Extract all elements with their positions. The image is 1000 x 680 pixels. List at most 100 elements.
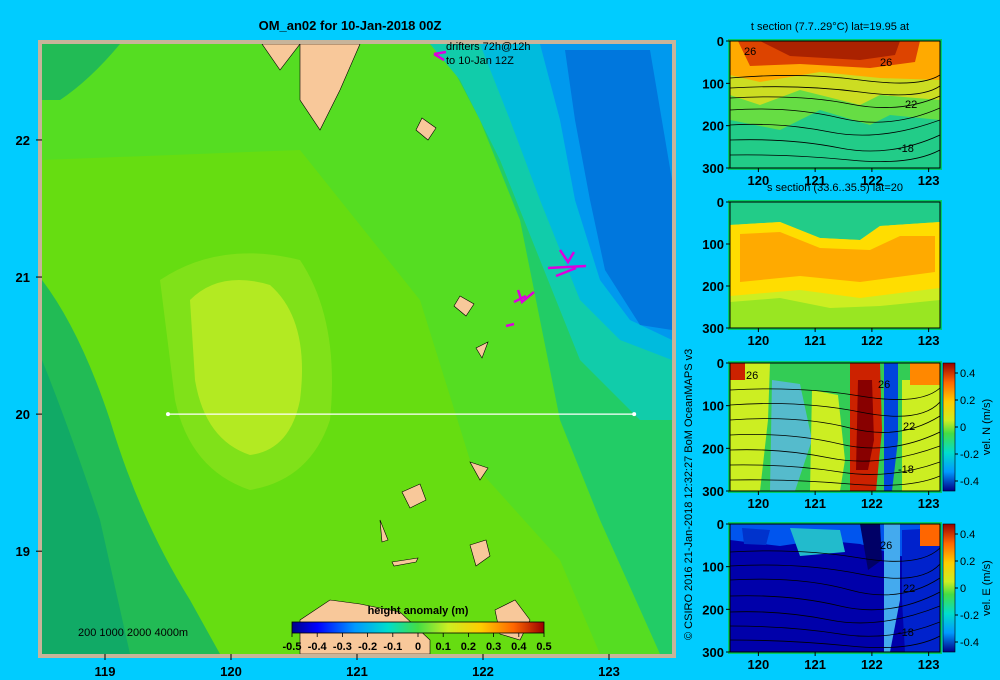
map-y-tick-label: 22	[16, 133, 30, 148]
colorbar-tick-label: -0.1	[383, 641, 402, 653]
panel-x-tick-label: 122	[861, 496, 883, 511]
panel-x-tick-label: 122	[861, 333, 883, 348]
vel-n-colorbar-label: vel. N (m/s)	[981, 399, 993, 455]
panel-x-tick-label: 120	[748, 173, 770, 188]
t-section-axes: 120 121 122 123 0 100 200 300	[702, 34, 941, 188]
vel-colorbar-tick-label: 0.4	[960, 529, 975, 541]
panel-x-tick-label: 121	[804, 657, 826, 672]
panel-y-tick-label: 200	[702, 602, 724, 617]
section-start-point	[166, 412, 170, 417]
panel-y-tick-label: 200	[702, 119, 724, 134]
ve-contour-label-3: -18	[898, 627, 914, 639]
panel-x-tick-label: 120	[748, 657, 770, 672]
ve-contour-label-1: 26	[880, 540, 892, 552]
panel-x-tick-label: 121	[804, 333, 826, 348]
panel-y-tick-label: 0	[717, 356, 724, 371]
vn-contour-label-2: 26	[878, 379, 890, 391]
map-x-tick-label: 122	[472, 664, 494, 679]
map-y-tick-label: 21	[16, 270, 30, 285]
colorbar-tick-label: -0.3	[333, 641, 352, 653]
map-title: OM_an02 for 10-Jan-2018 00Z	[259, 18, 442, 33]
vel-colorbar-tick-label: -0.4	[960, 637, 979, 649]
panel-y-tick-label: 100	[702, 399, 724, 414]
colorbar-tick-label: 0.1	[436, 641, 451, 653]
panel-x-tick-label: 120	[748, 496, 770, 511]
map-y-tick-label: 20	[16, 407, 30, 422]
panel-x-tick-label: 123	[918, 496, 940, 511]
t-contour-label-3: 22	[905, 99, 917, 111]
panel-y-tick-label: 100	[702, 76, 724, 91]
t-contour-label-2: 26	[880, 57, 892, 69]
vel-e-colorbar-ticks: 0.4 0.2 0 -0.2 -0.4	[955, 529, 979, 649]
vel-colorbar-tick-label: -0.4	[960, 476, 979, 488]
colorbar-tick-label: 0.3	[486, 641, 501, 653]
colorbar-tick-label: 0.4	[511, 641, 527, 653]
panel-x-tick-label: 123	[918, 657, 940, 672]
colorbar-tick-label: -0.4	[308, 641, 328, 653]
section-end-point	[632, 412, 637, 417]
colorbar-tick-label: -0.2	[358, 641, 377, 653]
ve-contour-label-2: 22	[903, 583, 915, 595]
panel-x-tick-label: 121	[804, 173, 826, 188]
vel-colorbar-tick-label: 0	[960, 583, 966, 595]
panel-y-tick-label: 0	[717, 195, 724, 210]
panel-border	[729, 40, 941, 169]
vn-contour-label-4: -18	[898, 464, 914, 476]
drifter-note-line-2: to 10-Jan 12Z	[446, 55, 514, 67]
vel-colorbar-tick-label: -0.2	[960, 449, 979, 461]
colorbar-tick-label: -0.5	[283, 641, 302, 653]
vn-contour-label-3: 22	[903, 421, 915, 433]
map-x-tick-label: 120	[220, 664, 242, 679]
colorbar-ticks: -0.5 -0.4 -0.3 -0.2 -0.1 0 0.1 0.2 0.3 0.4 0.5	[283, 633, 552, 653]
t-section-title: t section (7.7..29°C) lat=19.95 at	[751, 21, 909, 33]
map-y-axis: 22 21 20 19	[16, 133, 42, 559]
map-x-tick-label: 121	[346, 664, 368, 679]
vel-e-axes: 120 121 122 123 0 100 200 300	[702, 517, 941, 672]
t-section-field	[730, 41, 940, 168]
depth-legend: 200 1000 2000 4000m	[78, 627, 188, 639]
vel-n-colorbar-ticks: 0.4 0.2 0 -0.2 -0.4	[955, 368, 979, 488]
vel-e-colorbar-label: vel. E (m/s)	[981, 560, 993, 616]
panel-x-tick-label: 122	[861, 173, 883, 188]
s-section-title: s section (33.6..35.5) lat=20	[767, 182, 903, 194]
vn-contour-label-1: 26	[746, 370, 758, 382]
colorbar-tick-label: 0	[415, 641, 421, 653]
panel-border	[729, 523, 941, 653]
vel-e-colorbar	[942, 523, 956, 653]
colorbar-tick-label: 0.2	[461, 641, 476, 653]
panel-y-tick-label: 200	[702, 279, 724, 294]
panel-y-tick-label: 300	[702, 321, 724, 336]
height-anomaly-field	[42, 44, 672, 654]
colorbar	[291, 621, 545, 634]
panel-border	[729, 201, 941, 329]
panel-x-tick-label: 123	[918, 173, 940, 188]
map-y-tick-label: 19	[16, 544, 30, 559]
panel-border	[729, 362, 941, 492]
vel-colorbar-tick-label: 0.4	[960, 368, 975, 380]
panel-y-tick-label: 300	[702, 484, 724, 499]
panel-y-tick-label: 100	[702, 237, 724, 252]
panel-x-tick-label: 122	[861, 657, 883, 672]
t-contour-label-4: -18	[898, 143, 914, 155]
credit-text: © CSIRO 2016 21-Jan-2018 12:32:27 BoM Oc…	[683, 349, 695, 640]
colorbar-label: height anomaly (m)	[368, 605, 469, 617]
map-x-tick-label: 123	[598, 664, 620, 679]
vel-n-axes: 120 121 122 123 0 100 200 300	[702, 356, 941, 511]
map-x-axis: 119 120 121 122 123	[95, 654, 620, 679]
s-section-axes: 120 121 122 123 0 100 200 300	[702, 195, 941, 348]
vel-colorbar-tick-label: 0.2	[960, 556, 975, 568]
panel-y-tick-label: 300	[702, 645, 724, 660]
panel-y-tick-label: 300	[702, 161, 724, 176]
vel-e-field	[730, 524, 940, 652]
s-section-field	[730, 202, 940, 328]
vel-colorbar-tick-label: 0.2	[960, 395, 975, 407]
panel-x-tick-label: 123	[918, 333, 940, 348]
map-x-tick-label: 119	[95, 664, 116, 679]
panel-y-tick-label: 200	[702, 441, 724, 456]
panel-y-tick-label: 0	[717, 34, 724, 49]
t-contour-label-1: 26	[744, 46, 756, 58]
panel-x-tick-label: 121	[804, 496, 826, 511]
vel-n-colorbar	[942, 362, 956, 492]
vel-colorbar-tick-label: 0	[960, 422, 966, 434]
